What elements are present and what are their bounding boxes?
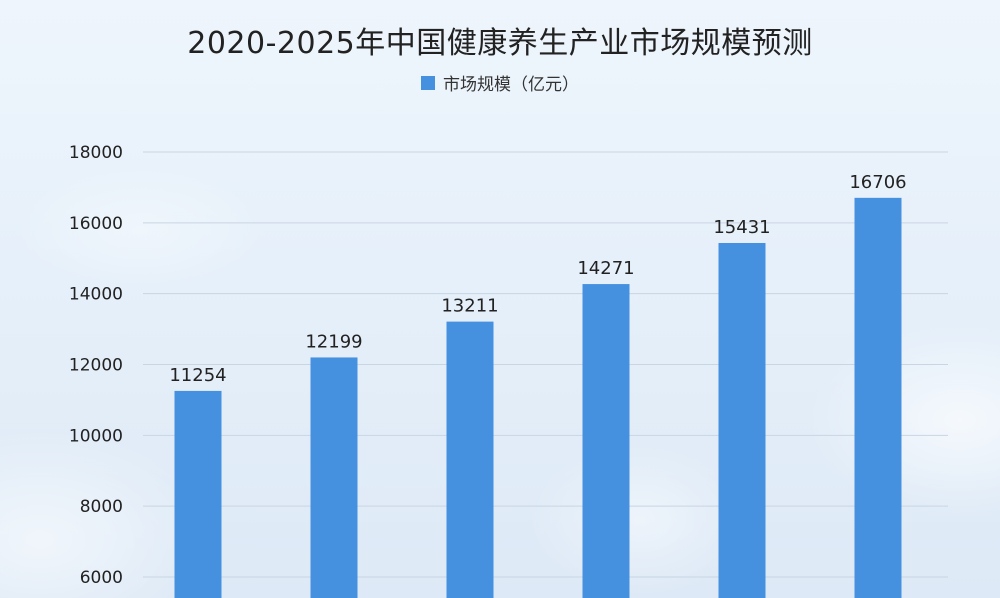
data-label-2025: 16706 xyxy=(849,172,906,193)
bar-2023 xyxy=(582,284,630,598)
chart-legend: 市场规模（亿元） xyxy=(0,70,1000,95)
y-tick-label: 12000 xyxy=(69,356,123,376)
data-label-2024: 15431 xyxy=(713,217,770,238)
y-tick-label: 14000 xyxy=(69,285,123,305)
legend-label: 市场规模（亿元） xyxy=(443,75,579,95)
y-tick-label: 16000 xyxy=(69,214,123,234)
data-label-2021: 12199 xyxy=(305,331,362,352)
bar-2021 xyxy=(310,357,358,598)
chart-title: 2020-2025年中国健康养生产业市场规模预测 xyxy=(187,26,813,61)
bar-2025 xyxy=(854,197,902,598)
data-label-2023: 14271 xyxy=(577,258,634,279)
bar-2020 xyxy=(174,390,222,598)
y-tick-label: 10000 xyxy=(69,426,123,446)
y-tick-label: 6000 xyxy=(80,568,123,588)
data-label-2020: 11254 xyxy=(169,365,226,386)
legend-swatch xyxy=(421,75,435,90)
bar-2022 xyxy=(446,321,494,598)
y-tick-label: 8000 xyxy=(80,497,123,517)
bar-2024 xyxy=(718,242,766,598)
y-tick-label: 18000 xyxy=(69,143,123,163)
data-label-2022: 13211 xyxy=(441,296,498,317)
